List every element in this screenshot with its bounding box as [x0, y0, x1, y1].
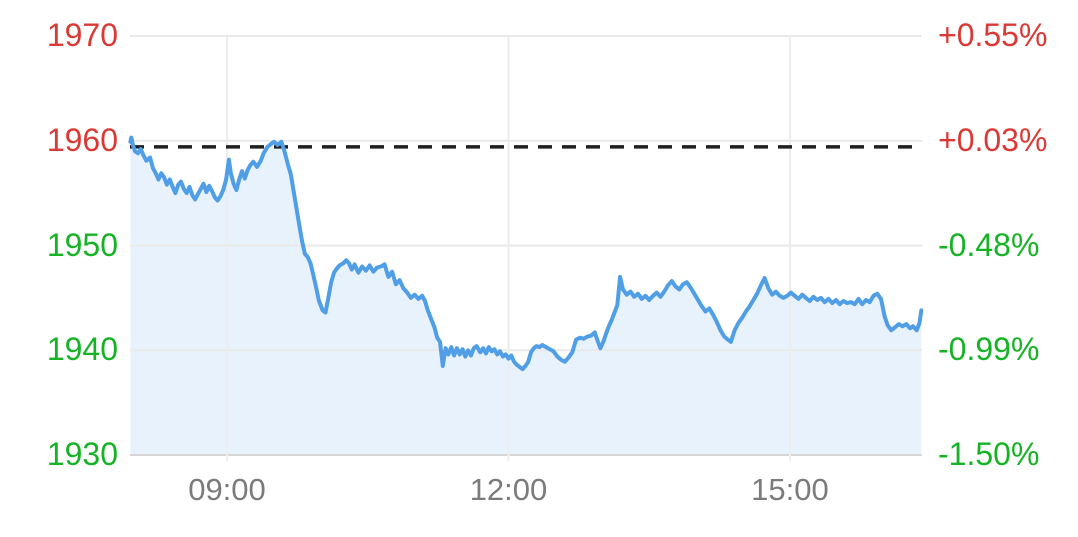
price-line	[128, 135, 924, 372]
percent-tick-099-down: -0.99%	[938, 331, 1040, 368]
percent-tick-055-up: +0.55%	[938, 17, 1048, 53]
percent-tick-003-up: +0.03%	[938, 121, 1048, 158]
percent-tick-150-down: -1.50%	[938, 436, 1040, 472]
price-tick-1970: 1970	[46, 17, 118, 53]
price-tick-1950: 1950	[46, 226, 118, 263]
time-tick-09-00: 09:00	[188, 472, 266, 507]
price-tick-1960: 1960	[46, 121, 118, 158]
price-tick-1940: 1940	[46, 331, 118, 368]
time-tick-15-00: 15:00	[751, 472, 829, 507]
time-tick-12-00: 12:00	[469, 472, 548, 507]
price-area-fill	[130, 137, 922, 455]
price-tick-1930: 1930	[46, 436, 118, 472]
percent-tick-048-down: -0.48%	[938, 226, 1040, 263]
